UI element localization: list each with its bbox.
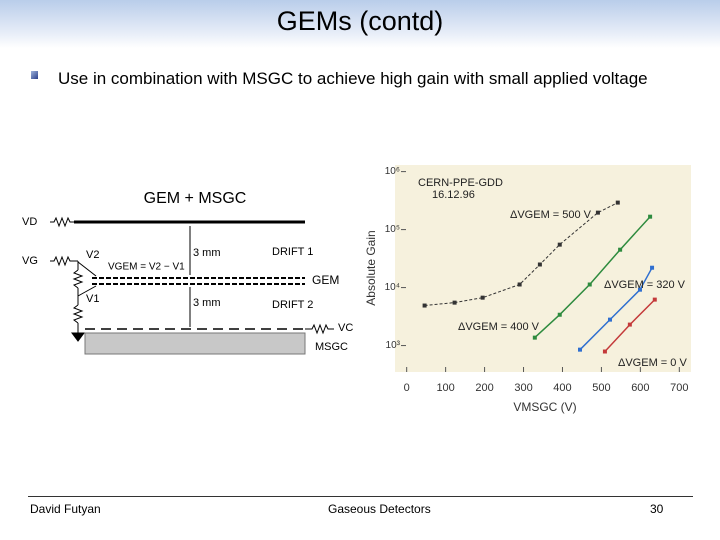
diagram-label: 3 mm bbox=[193, 247, 221, 259]
data-point bbox=[422, 303, 427, 308]
data-point bbox=[557, 312, 562, 317]
data-point bbox=[587, 282, 592, 287]
diagram-label: MSGC bbox=[315, 341, 348, 353]
x-tick-label: 100 bbox=[436, 382, 454, 394]
ground bbox=[71, 332, 85, 342]
series-line bbox=[424, 202, 619, 306]
diagram-label: VGEM = V2 − V1 bbox=[108, 262, 185, 273]
footer-topic: Gaseous Detectors bbox=[328, 502, 431, 516]
diagram-label: DRIFT 1 bbox=[272, 246, 313, 258]
x-tick-label: 0 bbox=[404, 382, 410, 394]
series-line bbox=[579, 267, 653, 351]
data-point bbox=[452, 300, 457, 305]
footer-author: David Futyan bbox=[30, 502, 101, 516]
x-tick-label: 500 bbox=[592, 382, 610, 394]
diagram-label: DRIFT 2 bbox=[272, 299, 313, 311]
data-point bbox=[537, 262, 542, 267]
data-point bbox=[650, 265, 655, 270]
data-point bbox=[602, 349, 607, 354]
resistor bbox=[50, 216, 74, 228]
plot-background bbox=[395, 165, 691, 372]
diagram-label: V1 bbox=[86, 293, 99, 305]
bullet-marker bbox=[31, 71, 38, 79]
x-tick-label: 200 bbox=[475, 382, 493, 394]
data-point bbox=[557, 242, 562, 247]
data-point bbox=[480, 295, 485, 300]
x-tick-label: 700 bbox=[670, 382, 688, 394]
series-label: ΔVGEM = 500 V bbox=[510, 209, 592, 221]
annotation: CERN-PPE-GDD bbox=[418, 177, 503, 189]
data-point bbox=[637, 287, 642, 292]
x-tick-label: 300 bbox=[514, 382, 532, 394]
y-tick-label: 10⁴ bbox=[385, 282, 400, 293]
data-point bbox=[578, 347, 582, 352]
data-point bbox=[532, 335, 537, 340]
data-point bbox=[607, 317, 612, 322]
y-tick-label: 10⁵ bbox=[385, 224, 400, 235]
y-tick-label: 10⁶ bbox=[385, 166, 400, 177]
data-point bbox=[595, 210, 600, 215]
series-label: ΔVGEM = 320 V bbox=[604, 279, 686, 291]
resistor bbox=[72, 269, 84, 289]
footer-line bbox=[28, 496, 693, 497]
diagram-label: VC bbox=[338, 322, 353, 334]
resistor bbox=[72, 304, 84, 324]
bullet-text: Use in combination with MSGC to achieve … bbox=[58, 69, 648, 88]
data-point bbox=[618, 247, 623, 252]
series-label: ΔVGEM = 400 V bbox=[458, 321, 540, 333]
wire bbox=[77, 285, 97, 297]
data-point bbox=[615, 200, 620, 205]
wire bbox=[77, 261, 97, 277]
slide-title: GEMs (contd) bbox=[276, 6, 444, 36]
diagram-label: VG bbox=[22, 255, 38, 267]
diagram bbox=[50, 216, 334, 355]
y-axis-label: Absolute Gain bbox=[364, 230, 378, 305]
annotation: 16.12.96 bbox=[432, 189, 475, 201]
diagram-label: GEM bbox=[312, 273, 339, 287]
y-tick-label: 10³ bbox=[386, 340, 401, 351]
x-axis-label: VMSGC (V) bbox=[513, 400, 576, 414]
data-point bbox=[648, 214, 653, 219]
data-point bbox=[517, 282, 522, 287]
title-bar bbox=[0, 0, 720, 48]
msgc-substrate bbox=[84, 332, 306, 355]
resistor bbox=[305, 323, 334, 335]
page-number: 30 bbox=[650, 502, 664, 516]
diagram-label: 3 mm bbox=[193, 297, 221, 309]
resistor bbox=[50, 255, 78, 267]
diagram-label: VD bbox=[22, 216, 37, 228]
data-point bbox=[652, 297, 657, 302]
diagram-label: V2 bbox=[86, 249, 99, 261]
diagram-title: GEM + MSGC bbox=[144, 190, 247, 207]
x-tick-label: 600 bbox=[631, 382, 649, 394]
x-tick-label: 400 bbox=[553, 382, 571, 394]
series-label: ΔVGEM = 0 V bbox=[618, 357, 687, 369]
data-point bbox=[627, 322, 632, 327]
